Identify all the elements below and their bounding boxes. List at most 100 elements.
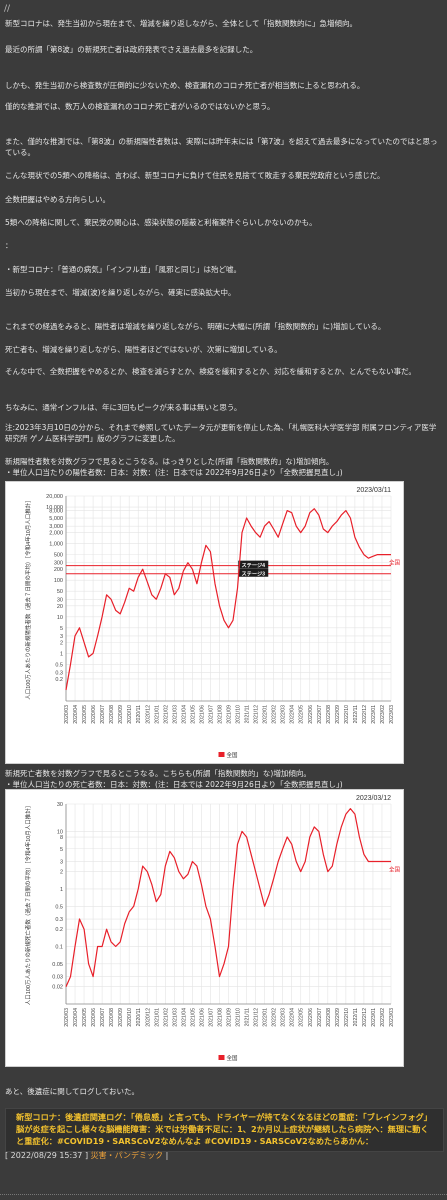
- x-tick-label: 2021/11: [245, 1008, 251, 1026]
- linked-post-banner[interactable]: 新型コロナ：後遺症関連ログ：「倦怠感」と言っても、ドライヤーが持てなくなるほどの…: [5, 1108, 444, 1152]
- x-tick-label: 2022/06: [308, 705, 314, 724]
- x-tick-label: 2021/02: [163, 1008, 169, 1027]
- y-tick-label: 1,000: [49, 542, 63, 548]
- x-tick-label: 2022/12: [362, 1008, 368, 1027]
- y-tick-label: 3: [60, 860, 63, 866]
- paragraph-7: 全数把握はやめる方向らしい。: [5, 195, 110, 204]
- x-tick-label: 2022/08: [326, 705, 332, 724]
- y-tick-label: 2,000: [49, 531, 63, 537]
- y-tick-label: 0.5: [55, 662, 63, 668]
- category-link[interactable]: 災害・パンデミック: [90, 1151, 164, 1160]
- x-tick-label: 2021/08: [217, 1008, 223, 1027]
- paragraph-15: ちなみに、通常インフルは、年に3回もピークが来る事は無いと思う。: [5, 403, 242, 412]
- x-tick-label: 2022/10: [344, 1008, 350, 1027]
- x-tick-label: 2020/03: [64, 705, 70, 724]
- y-tick-label: 0.1: [55, 944, 63, 950]
- y-tick-label: 500: [54, 553, 63, 559]
- y-tick-label: 1: [60, 887, 63, 893]
- x-tick-label: 2022/11: [353, 1008, 359, 1026]
- x-tick-label: 2020/07: [100, 705, 106, 724]
- x-tick-label: 2022/11: [353, 705, 359, 723]
- x-tick-label: 2021/08: [217, 705, 223, 724]
- y-tick-label: 200: [54, 567, 63, 573]
- x-tick-label: 2021/10: [236, 1008, 242, 1027]
- paragraph-14: そんな中で、全数把握をやめるとか、検査を減らすとか、検疫を緩和するとか、対応を緩…: [5, 367, 416, 376]
- paragraph-8: 5類への降格に関して、棄民党の関心は、感染状態の隠蔽と利権案件ぐらいしかないのか…: [5, 218, 317, 227]
- y-tick-label: 8: [60, 835, 63, 841]
- paragraph-1: 新型コロナは、発生当初から現在まで、増減を繰り返しながら、全体として「指数関数的…: [5, 19, 357, 28]
- x-tick-label: 2021/03: [172, 1008, 178, 1027]
- paragraph-aftereffects: あと、後遺症に関してログしておいた。: [5, 1087, 140, 1096]
- paragraph-3: しかも、発生当初から検査数が圧倒的に少ないため、検査漏れのコロナ死亡者が相当数に…: [5, 81, 365, 90]
- x-tick-label: 2020/08: [109, 1008, 115, 1027]
- x-tick-label: 2020/10: [127, 705, 133, 724]
- y-tick-label: 0.2: [55, 677, 63, 683]
- reference-label: ステージ4: [241, 562, 265, 569]
- legend-label: 全国: [227, 1054, 239, 1062]
- legend-swatch: [218, 1055, 225, 1060]
- x-tick-label: 2021/01: [154, 1008, 160, 1027]
- x-tick-label: 2021/09: [227, 1008, 233, 1027]
- y-tick-label: 3,000: [49, 524, 63, 530]
- series-line: [65, 508, 391, 691]
- y-tick-label: 0.5: [55, 904, 63, 910]
- y-tick-label: 0.05: [52, 962, 63, 968]
- x-tick-label: 2020/11: [136, 1008, 142, 1026]
- y-tick-label: 50: [57, 589, 63, 595]
- paragraph-4: 僅的な推測では、数万人の検査漏れのコロナ死亡者がいるのではないかと思う。: [5, 102, 275, 111]
- y-tick-label: 2: [60, 640, 63, 646]
- x-tick-label: 2020/06: [91, 705, 97, 724]
- x-tick-label: 2022/09: [335, 1008, 341, 1027]
- linked-post-title[interactable]: 新型コロナ：後遺症関連ログ：「倦怠感」と言っても、ドライヤーが持てなくなるほどの…: [16, 1112, 432, 1146]
- x-tick-label: 2020/08: [109, 705, 115, 724]
- x-tick-label: 2022/04: [290, 705, 296, 724]
- x-tick-label: 2020/12: [145, 1008, 151, 1027]
- x-tick-label: 2020/04: [73, 705, 79, 724]
- series-end-label: 全国: [389, 559, 401, 567]
- x-tick-label: 2021/09: [227, 705, 233, 724]
- y-tick-label: 5: [60, 847, 63, 853]
- x-tick-label: 2021/05: [190, 1008, 196, 1027]
- x-tick-label: 2021/12: [254, 1008, 260, 1027]
- x-tick-label: 2022/04: [290, 1008, 296, 1027]
- y-axis-label: 人口100万人あたりの新規死亡者数（過去７日間の平均）［令和4年10月人口推計］: [24, 803, 32, 1006]
- x-tick-label: 2023/01: [371, 705, 377, 724]
- paragraph-16: 注:2023年3月10日の分から、それまで参照していたデータ元が更新を停止した為…: [5, 423, 437, 443]
- paragraph-11: 当初から現在まで、増減(波)を繰り返しながら、確実に感染拡大中。: [5, 288, 236, 297]
- x-tick-label: 2021/07: [208, 705, 214, 724]
- x-tick-label: 2020/10: [127, 1008, 133, 1027]
- legend-swatch: [218, 752, 225, 757]
- y-tick-label: 2: [60, 870, 63, 876]
- y-tick-label: 30: [57, 802, 63, 808]
- y-tick-label: 100: [54, 578, 63, 584]
- y-tick-label: 10: [57, 615, 63, 621]
- x-tick-label: 2021/02: [163, 705, 169, 724]
- x-tick-label: 2022/05: [299, 705, 305, 724]
- y-tick-label: 10: [57, 829, 63, 835]
- header-marker: //: [4, 4, 11, 14]
- y-tick-label: 0.3: [55, 917, 63, 923]
- x-tick-label: 2022/01: [263, 705, 269, 724]
- x-tick-label: 2022/02: [272, 1008, 278, 1027]
- x-tick-label: 2022/03: [281, 1008, 287, 1027]
- meta-open-bracket: [: [5, 1151, 9, 1160]
- x-tick-label: 2020/03: [64, 1008, 70, 1027]
- x-tick-label: 2021/03: [172, 705, 178, 724]
- y-tick-label: 1: [60, 651, 63, 657]
- reference-label-bg: [238, 568, 269, 577]
- x-tick-label: 2020/05: [82, 1008, 88, 1027]
- x-tick-label: 2023/01: [371, 1008, 377, 1027]
- y-tick-label: 30: [57, 597, 63, 603]
- reference-label: ステージ3: [241, 570, 265, 577]
- chart2-svg: 2023/03/12 30 108 5 3 2 1 0.5 0.3 0.2 0.1 0.05 0.03 0…: [24, 795, 401, 1062]
- x-tick-label: 2021/04: [181, 705, 187, 724]
- x-tick-label: 2020/04: [73, 1008, 79, 1027]
- y-tick-label: 0.3: [55, 671, 63, 677]
- x-tick-label: 2021/05: [190, 705, 196, 724]
- x-tick-label: 2021/06: [199, 705, 205, 724]
- x-tick-label: 2022/08: [326, 1008, 332, 1027]
- chart-date-label: 2023/03/12: [356, 795, 391, 802]
- x-tick-label: 2022/02: [272, 705, 278, 724]
- x-tick-label: 2022/01: [263, 1008, 269, 1027]
